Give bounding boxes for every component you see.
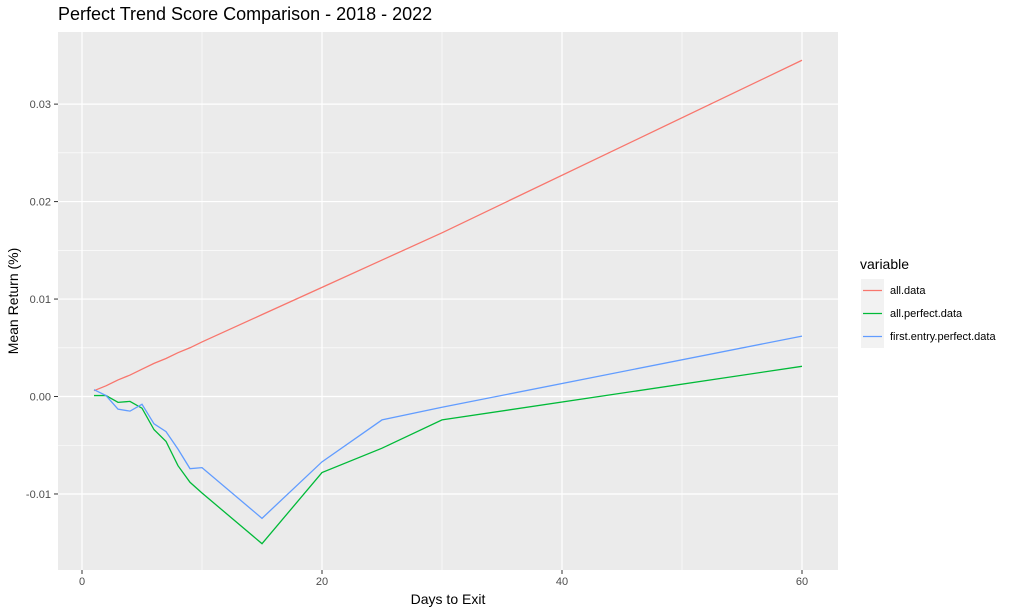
- x-tick-label: 20: [316, 576, 328, 588]
- axis-ticks: 0 20 40 60 -0.01 0.00 0.01 0.02 0.03: [26, 99, 808, 588]
- x-tick-label: 0: [79, 576, 85, 588]
- grid: [58, 32, 838, 570]
- legend-label: first.entry.perfect.data: [890, 331, 996, 343]
- series-line-all-data: [93, 59, 803, 392]
- y-axis-title: Mean Return (%): [5, 248, 21, 355]
- x-tick-label: 60: [796, 576, 808, 588]
- legend: variable all.data all.perfect.data first.e…: [860, 256, 996, 348]
- series-line-first-entry-perfect-data: [93, 335, 803, 520]
- legend-label: all.data: [890, 285, 926, 297]
- y-tick-label: 0.03: [30, 99, 51, 111]
- series-line-all-perfect-data: [94, 365, 803, 545]
- chart-title: Perfect Trend Score Comparison - 2018 - …: [58, 4, 432, 24]
- y-tick-label: 0.02: [30, 197, 51, 209]
- x-axis-title: Days to Exit: [411, 591, 486, 607]
- plot-panel: [58, 32, 838, 570]
- y-tick-label: -0.01: [26, 489, 51, 501]
- y-tick-label: 0.01: [30, 294, 51, 306]
- legend-label: all.perfect.data: [890, 308, 963, 320]
- x-tick-label: 40: [556, 576, 568, 588]
- legend-title: variable: [860, 256, 909, 272]
- y-tick-label: 0.00: [30, 392, 51, 404]
- series-lines: [93, 59, 803, 545]
